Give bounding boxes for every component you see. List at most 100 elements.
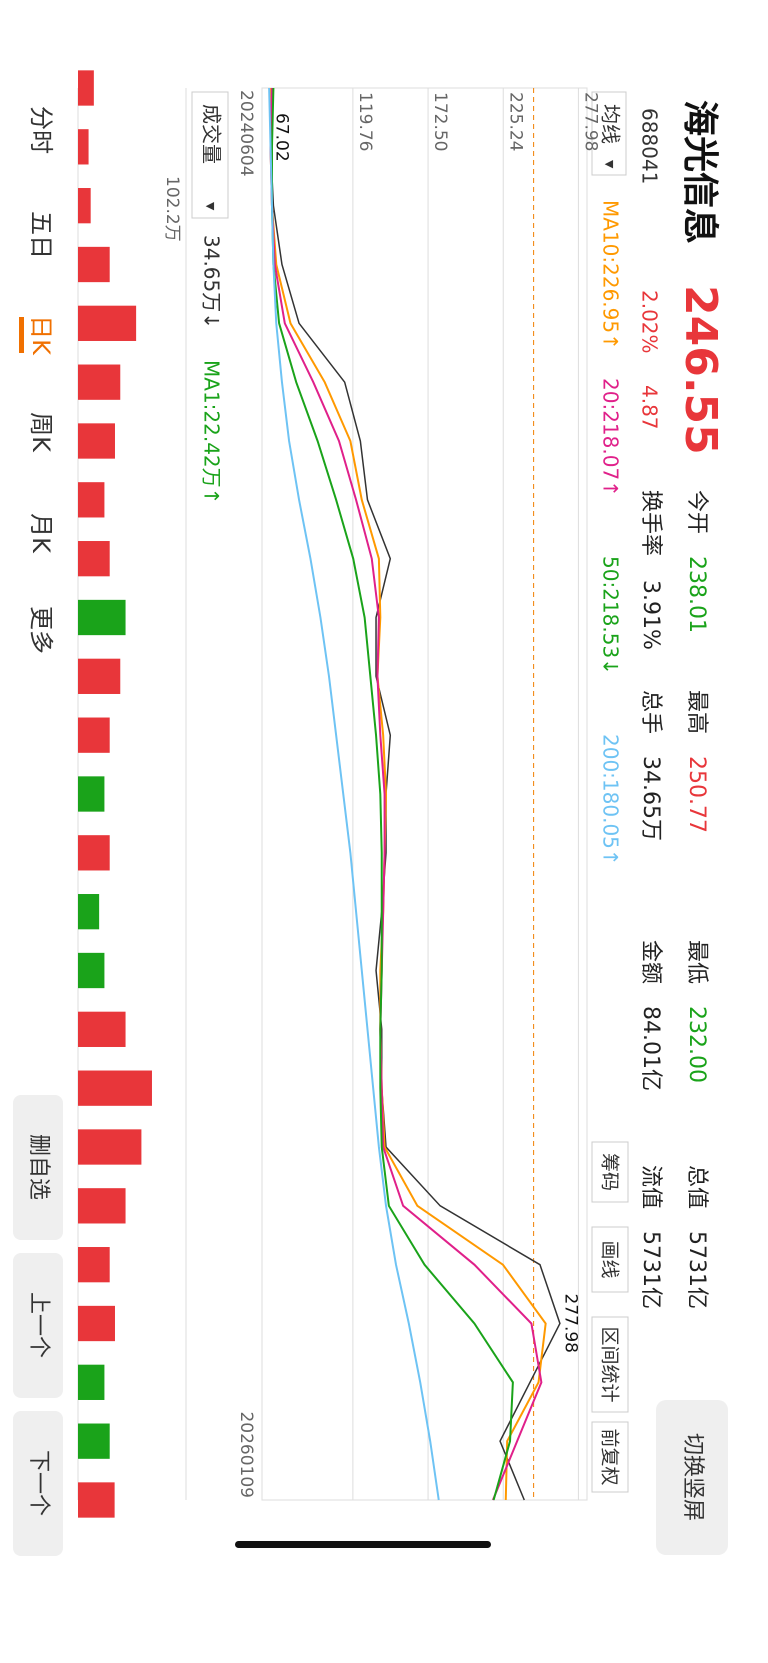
action-button-label[interactable]: 删自选 (26, 1134, 51, 1200)
volume-bar (77, 1070, 152, 1106)
volume-bar (78, 188, 91, 224)
ma-selector[interactable] (591, 91, 627, 176)
volume-bar (78, 423, 115, 459)
low-mark: 67.02 (272, 113, 292, 162)
high-mark: 277.98 (560, 1294, 580, 1353)
tool-button[interactable] (591, 1141, 629, 1203)
y-tick-label: 225.24 (505, 92, 525, 151)
volume-value: 34.65万↓ (200, 235, 224, 329)
legend-entry: MA10:226.95↑ (599, 200, 623, 350)
orientation-button[interactable] (656, 1400, 728, 1555)
tool-button[interactable] (591, 1226, 629, 1293)
change: 4.87 (638, 385, 662, 430)
volume-bar (77, 776, 105, 812)
stat-value: 3.91% (638, 580, 663, 650)
volume-bar (77, 541, 110, 577)
y-tick-label: 119.76 (355, 92, 375, 151)
period-tab[interactable]: 日K (27, 315, 55, 356)
volume-selector-label[interactable]: 成交量 (200, 104, 224, 164)
stat-label: 最低 (684, 940, 709, 984)
legend-entry: 200:180.05↑ (599, 734, 623, 866)
volume-bar (77, 952, 105, 989)
series-line (268, 87, 561, 1501)
volume-ma: MA1:22.42万↑ (200, 360, 224, 504)
volume-bar (78, 1305, 115, 1342)
y-tick-label: 277.98 (580, 92, 600, 151)
period-tab[interactable]: 五日 (27, 211, 55, 259)
tool-button-label[interactable]: 前复权 (599, 1428, 621, 1485)
home-indicator (235, 1541, 491, 1548)
tool-button[interactable] (591, 1316, 629, 1413)
series-line (269, 87, 543, 1501)
volume-bar (78, 599, 126, 636)
volume-bar (78, 1129, 142, 1165)
stat-value: 34.65万 (638, 756, 663, 841)
series-line (269, 88, 547, 1501)
tab-underline (19, 317, 24, 353)
volume-bar (77, 70, 94, 106)
x-tick-label: 20260109 (236, 1411, 256, 1498)
series-line (270, 87, 514, 1501)
tool-button-label[interactable]: 筹码 (599, 1153, 621, 1191)
stat-value: 5731亿 (638, 1231, 663, 1309)
volume-bar (77, 1247, 110, 1283)
stat-value: 250.77 (684, 756, 709, 833)
action-button[interactable] (13, 1095, 63, 1240)
stock-name: 海光信息 (679, 100, 720, 244)
legend-entry: 20:218.07↑ (599, 378, 623, 497)
period-tab[interactable]: 周K (27, 412, 55, 453)
landscape-view: 海光信息 688041 246.55 2.02% 4.87 切换竖屏 均线 ▼ … (13, 70, 728, 1556)
action-button-label[interactable]: 下一个 (26, 1450, 51, 1516)
last-price: 246.55 (675, 285, 726, 455)
stat-label: 金额 (638, 940, 663, 984)
x-tick-label: 20240604 (236, 90, 256, 177)
volume-bar (78, 364, 121, 400)
stock-code: 688041 (638, 108, 662, 184)
volume-bar (77, 246, 110, 283)
volume-bar (77, 894, 100, 930)
action-button[interactable] (13, 1411, 63, 1556)
period-tab[interactable]: 月K (27, 513, 55, 554)
stat-label: 换手率 (638, 490, 663, 556)
volume-bar (77, 129, 89, 165)
stat-label: 总手 (638, 690, 663, 734)
period-tab[interactable]: 分时 (27, 106, 55, 154)
stat-label: 总值 (684, 1165, 709, 1209)
stat-label: 今开 (684, 490, 709, 534)
stat-label: 流值 (638, 1165, 663, 1209)
period-tab[interactable]: 更多 (27, 606, 55, 654)
ma-selector-label[interactable]: 均线 (599, 104, 623, 144)
volume-bar (77, 482, 105, 518)
volume-bar (78, 1011, 126, 1047)
volume-tick-label: 102.2万 (162, 176, 182, 242)
y-tick-label: 172.50 (430, 92, 450, 151)
action-button-label[interactable]: 上一个 (26, 1292, 51, 1358)
volume-bar (78, 658, 121, 694)
stat-value: 5731亿 (684, 1231, 709, 1309)
orientation-button-label[interactable]: 切换竖屏 (680, 1433, 705, 1521)
dropdown-arrow: ▼ (603, 160, 616, 169)
change-pct: 2.02% (638, 290, 662, 354)
volume-bar (77, 835, 110, 871)
series-line (268, 87, 440, 1501)
legend-entry: 50:218.53↓ (599, 556, 623, 675)
price-panel (261, 87, 588, 1501)
stat-value: 84.01亿 (638, 1006, 663, 1091)
volume-bar (78, 1482, 115, 1518)
volume-bar (78, 1188, 126, 1224)
tool-button-label[interactable]: 区间统计 (599, 1326, 621, 1402)
volume-bar (78, 305, 137, 341)
volume-selector[interactable] (191, 91, 229, 219)
stat-value: 232.00 (684, 1006, 709, 1083)
stat-label: 最高 (684, 690, 709, 734)
stat-value: 238.01 (684, 556, 709, 633)
action-button[interactable] (13, 1253, 63, 1398)
volume-bar (77, 1364, 105, 1400)
volume-bar (77, 717, 110, 753)
volume-bar (77, 1423, 110, 1459)
tool-button[interactable] (591, 1421, 629, 1493)
dropdown-arrow: ▼ (204, 202, 217, 211)
tool-button-label[interactable]: 画线 (599, 1240, 621, 1278)
